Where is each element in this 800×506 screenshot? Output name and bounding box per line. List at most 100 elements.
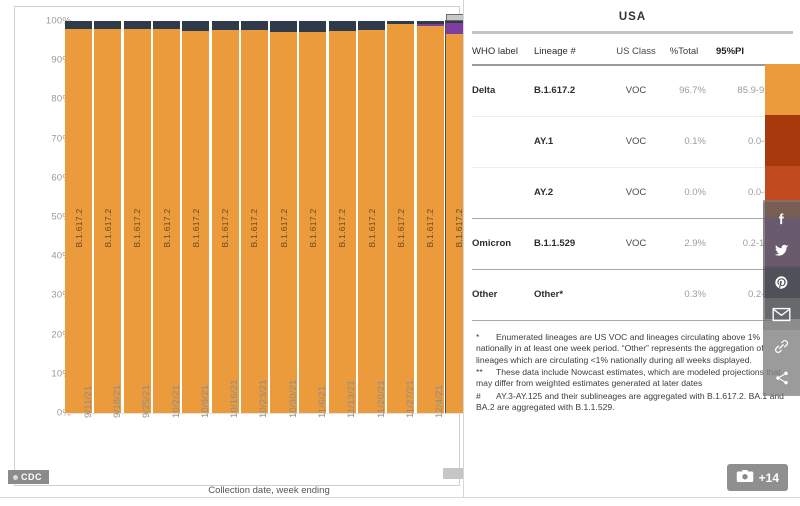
share-rail <box>763 200 800 396</box>
bar-10-2-21[interactable]: B.1.617.2 <box>153 21 180 413</box>
bar-segment-Other <box>299 21 327 32</box>
bar-segment-B.1.617.2 <box>65 28 93 413</box>
bar-10-23-21[interactable]: B.1.617.2 <box>240 21 268 413</box>
title-divider <box>472 31 793 34</box>
pinterest-icon[interactable] <box>763 266 800 298</box>
column-header-lineage: Lineage # <box>534 46 576 57</box>
bar-segment-Other <box>387 21 415 24</box>
bar-11-27-21[interactable]: B.1.617.2 <box>387 21 415 413</box>
x-axis-tick-label: 10/16/21 <box>229 379 241 418</box>
table-header-row: WHO label Lineage # US Class %Total 95%P… <box>472 34 793 64</box>
bar-inline-label: B.1.617.2 <box>307 208 318 248</box>
y-axis-tick-label: 40% <box>51 250 71 262</box>
cell-pct-total: 2.9% <box>684 238 706 250</box>
link-icon[interactable] <box>763 330 800 362</box>
footnotes: * Enumerated lineages are US VOC and line… <box>476 332 793 414</box>
x-axis-tick-label: 9/11/21 <box>82 385 94 418</box>
table-row[interactable]: Delta B.1.617.2 VOC 96.7% 85.9-99.6% <box>472 66 793 116</box>
cell-ci: 85.9-99.6% <box>737 85 786 97</box>
y-axis-tick-label: 50% <box>51 211 71 223</box>
bar-inline-label: B.1.617.2 <box>425 208 436 248</box>
bar-segment-B.1.617.2 <box>94 28 122 413</box>
bar-segment-B.1.617.2 <box>123 28 151 413</box>
bar-segment-B.1.617.2 <box>299 31 327 413</box>
cell-lineage: AY.2 <box>534 187 554 199</box>
legend-swatch-AY.1 <box>765 115 800 166</box>
bar-10-16-21[interactable]: B.1.617.2 <box>211 21 239 413</box>
bar-segment-Other <box>328 21 356 31</box>
bar-segment-Other <box>153 21 180 29</box>
cell-pct-total: 0.3% <box>684 289 706 301</box>
footnote-text: AY.3-AY.125 and their sublineages are ag… <box>476 390 784 413</box>
bar-inline-label: B.1.617.2 <box>73 208 84 248</box>
bar-10-9-21[interactable]: B.1.617.2 <box>182 21 210 413</box>
y-axis-tick-label: 60% <box>51 172 71 184</box>
twitter-icon[interactable] <box>763 234 800 266</box>
footnote-text: These data include Nowcast estimates, wh… <box>476 367 781 389</box>
table-panel: USA WHO label Lineage # US Class %Total … <box>463 0 800 497</box>
bar-inline-label: B.1.617.2 <box>102 208 113 248</box>
bar-segment-B.1.1.529 <box>416 24 444 26</box>
x-axis-baseline <box>64 413 474 414</box>
bar-segment-B.1.617.2 <box>153 28 180 413</box>
cell-pct-total: 0.1% <box>684 136 706 148</box>
x-axis-tick-label: 10/2/21 <box>170 384 182 418</box>
bar-segment-Other <box>65 21 93 29</box>
share-icon[interactable] <box>763 362 800 394</box>
bar-9-18-21[interactable]: B.1.617.2 <box>94 21 122 413</box>
bar-segment-B.1.617.2 <box>182 30 210 413</box>
footnote-text: Enumerated lineages are US VOC and linea… <box>476 332 764 365</box>
bar-9-11-21[interactable]: B.1.617.2 <box>65 21 93 413</box>
footnote: * Enumerated lineages are US VOC and line… <box>476 332 793 366</box>
column-header-ci: 95%PI <box>716 46 744 57</box>
bar-segment-B.1.617.2 <box>328 30 356 413</box>
cell-us-class: VOC <box>625 238 647 250</box>
bar-segment-B.1.617.2 <box>387 23 415 413</box>
footnote-marker: * <box>476 332 480 342</box>
bar-segment-Other <box>416 21 444 25</box>
x-axis-title: Collection date, week ending <box>208 485 330 496</box>
chart-frame: 100% 90% 80% 70% 60% 50% 40% 30% 20% 10% 0% B.1.61… <box>14 6 487 496</box>
bar-inline-label: B.1.617.2 <box>132 208 143 248</box>
photo-count-badge[interactable]: +14 <box>726 464 788 491</box>
y-axis-tick-label: 10% <box>51 368 71 380</box>
column-header-pct-total: %Total <box>669 46 699 57</box>
bar-11-13-21[interactable]: B.1.617.2 <box>328 21 356 413</box>
table-title: USA <box>618 11 647 23</box>
bar-12-4-21[interactable]: B.1.617.2 <box>416 21 444 413</box>
cell-who-label: Delta <box>472 85 496 97</box>
bar-segment-Other <box>240 21 268 30</box>
bar-segment-Other <box>270 21 298 32</box>
bar-segment-Other <box>94 21 122 29</box>
column-header-us-class: US Class <box>616 46 656 57</box>
bar-10-30-21[interactable]: B.1.617.2 <box>270 21 298 413</box>
x-axis-tick-label: 10/30/21 <box>287 379 299 418</box>
chart-panel: 100% 90% 80% 70% 60% 50% 40% 30% 20% 10% 0% B.1.61… <box>0 0 463 497</box>
bar-segment-B.1.617.2 <box>270 31 298 413</box>
row-divider <box>472 115 793 117</box>
bottom-caption-strip <box>0 497 800 506</box>
bar-inline-label: B.1.617.2 <box>190 208 201 248</box>
facebook-icon[interactable] <box>763 202 800 234</box>
bar-segment-B.1.1.529 <box>445 22 473 34</box>
email-icon[interactable] <box>763 298 800 330</box>
y-axis-tick-label: 20% <box>51 329 71 341</box>
photo-count-label: +14 <box>758 470 779 485</box>
bar-segment-Other <box>123 21 151 29</box>
cell-us-class: VOC <box>625 85 647 97</box>
bar-9-25-21[interactable]: B.1.617.2 <box>123 21 151 413</box>
bar-segment-Other <box>358 21 385 31</box>
bar-11-20-21[interactable]: B.1.617.2 <box>358 21 385 413</box>
y-axis-tick-label: 30% <box>51 289 71 301</box>
row-divider <box>472 166 793 168</box>
camera-icon <box>736 469 754 486</box>
cdc-dot-icon <box>13 474 18 480</box>
bar-11-6-21[interactable]: B.1.617.2 <box>299 21 327 413</box>
cell-pct-total: 0.0% <box>684 187 706 199</box>
bar-segment-B.1.617.2 <box>358 30 385 413</box>
